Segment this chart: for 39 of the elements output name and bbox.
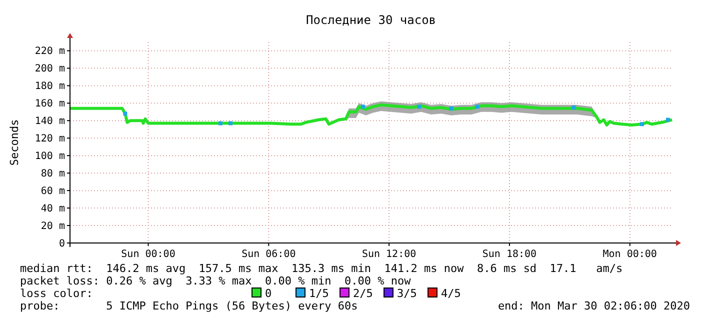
legend-label: 3/5 (397, 287, 417, 300)
legend-label: 0 (265, 287, 272, 300)
y-tick-label: 20 m (40, 221, 65, 232)
x-tick-label: Sun 12:00 (362, 249, 416, 260)
y-tick-label: 80 m (40, 168, 65, 180)
point (640, 122, 644, 126)
x-tick-label: Sun 06:00 (242, 249, 296, 260)
y-tick-label: 60 m (40, 186, 65, 198)
point (123, 112, 128, 116)
y-tick-label: 0 (58, 238, 65, 250)
y-tick-label: 160 m (34, 98, 65, 110)
point (475, 104, 480, 109)
x-tick-label: Sun 18:00 (482, 249, 537, 260)
text: median rtt: 146.2 ms avg 157.5 ms max 135.3 ms min 141.2 ms now 8.6 ms sd 17.1 am/s (20, 262, 623, 275)
point (449, 106, 454, 110)
point (417, 104, 422, 109)
text: end: Mon Mar 30 02:06:00 2020 (498, 300, 690, 312)
y-tick-label: 40 m (40, 204, 65, 215)
point (228, 121, 233, 126)
y-tick-label: 200 m (34, 64, 65, 75)
legend-label: 1/5 (309, 287, 329, 300)
y-tick-label: 220 m (34, 46, 65, 58)
text: probe: 5 ICMP Echo Pings (56 Bytes) every 60s (20, 300, 358, 312)
legend-title: loss color: (20, 287, 93, 300)
point (218, 121, 222, 126)
legend-label: 2/5 (353, 287, 373, 300)
x-tick-label: Sun 00:00 (121, 249, 176, 260)
y-tick-label: 180 m (34, 81, 65, 92)
y-axis-title: Seconds (8, 119, 21, 166)
y-tick-label: 140 m (34, 116, 65, 128)
legend-label: 4/5 (441, 287, 461, 300)
chart-title: Последние 30 часов (306, 13, 436, 27)
y-tick-label: 100 m (34, 151, 65, 162)
text: packet loss: 0.26 % avg 3.33 % max 0.00 % min 0.00 % now (20, 274, 412, 288)
x-tick-label: Mon 00:00 (602, 249, 657, 260)
y-tick-label: 120 m (34, 134, 65, 145)
point (666, 118, 670, 122)
point (572, 106, 576, 110)
point (360, 104, 365, 109)
